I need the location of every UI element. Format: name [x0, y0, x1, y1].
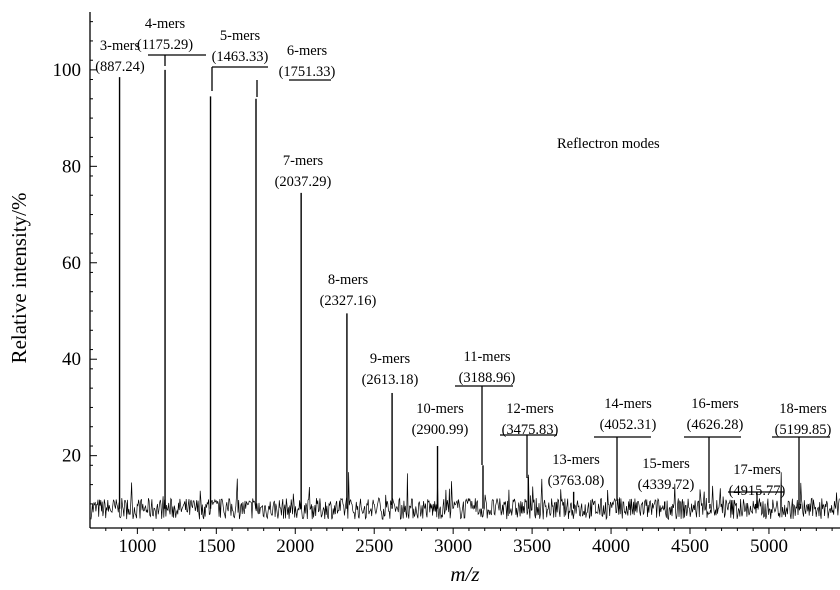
- peak-label-mz: (2037.29): [275, 174, 332, 190]
- peak-label-mz: (2327.16): [320, 293, 377, 309]
- reflectron-modes-annotation: Reflectron modes: [557, 136, 660, 152]
- y-tick-label: 100: [53, 60, 82, 81]
- y-tick-label: 40: [62, 349, 81, 370]
- x-tick-label: 4500: [671, 536, 709, 557]
- x-tick-label: 5000: [750, 536, 788, 557]
- peak-label-name: 7-mers: [283, 153, 324, 169]
- peak-label-name: 14-mers: [604, 396, 652, 412]
- peak-label-name: 8-mers: [328, 272, 369, 288]
- peak-label-name: 17-mers: [733, 462, 781, 478]
- peak-label-mz: (4052.31): [600, 417, 657, 433]
- x-tick-label: 4000: [592, 536, 630, 557]
- x-tick-label: 1500: [197, 536, 235, 557]
- peak-label-mz: (1175.29): [137, 37, 193, 53]
- x-axis-title: m/z: [450, 562, 479, 586]
- x-tick-label: 2500: [355, 536, 393, 557]
- peak-label-name: 10-mers: [416, 401, 464, 417]
- y-tick-label: 80: [62, 156, 81, 177]
- x-tick-label: 2000: [276, 536, 314, 557]
- peak-label-mz: (3475.83): [502, 422, 559, 438]
- peak-label-name: 4-mers: [145, 16, 186, 32]
- peak-label-name: 13-mers: [552, 452, 600, 468]
- peak-label-mz: (887.24): [95, 59, 145, 75]
- x-tick-label: 3000: [434, 536, 472, 557]
- peak-label-mz: (3188.96): [459, 370, 516, 386]
- peak-label-name: 3-mers: [100, 38, 141, 54]
- peak-label-mz: (1751.33): [279, 64, 336, 80]
- peak-label-name: 15-mers: [642, 456, 690, 472]
- x-tick-label: 1000: [118, 536, 156, 557]
- peak-label-name: 11-mers: [464, 349, 511, 365]
- peak-label-mz: (5199.85): [775, 422, 832, 438]
- peak-label-name: 12-mers: [506, 401, 554, 417]
- peak-label-name: 18-mers: [779, 401, 827, 417]
- y-tick-label: 60: [62, 253, 81, 274]
- peak-label-mz: (4626.28): [687, 417, 744, 433]
- baseline-noise: [90, 472, 840, 521]
- peak-label-name: 16-mers: [691, 396, 739, 412]
- axes: 1000 1500 2000 2500 3000 3500 4000 4500 5000 20 40…: [53, 12, 840, 557]
- peak-label-mz: (3763.08): [548, 473, 605, 489]
- peak-callouts: 3-mers (887.24) 4-mers (1175.29) 5-mers (1463…: [95, 16, 832, 508]
- peak-label-mz: (4915.77): [729, 483, 786, 499]
- peak-label-name: 5-mers: [220, 28, 261, 44]
- peak-label-mz: (1463.33): [212, 49, 269, 65]
- peak-label-name: 9-mers: [370, 351, 411, 367]
- peak-label-name: 6-mers: [287, 43, 328, 59]
- peak-label-mz: (4339.72): [638, 477, 695, 493]
- y-axis-title: Relative intensity/%: [7, 193, 31, 364]
- y-tick-label: 20: [62, 446, 81, 467]
- noise-baseline: [90, 472, 840, 521]
- peak-lines: [118, 69, 802, 509]
- peak-label-mz: (2900.99): [412, 422, 469, 438]
- peak-label-mz: (2613.18): [362, 372, 419, 388]
- x-tick-label: 3500: [513, 536, 551, 557]
